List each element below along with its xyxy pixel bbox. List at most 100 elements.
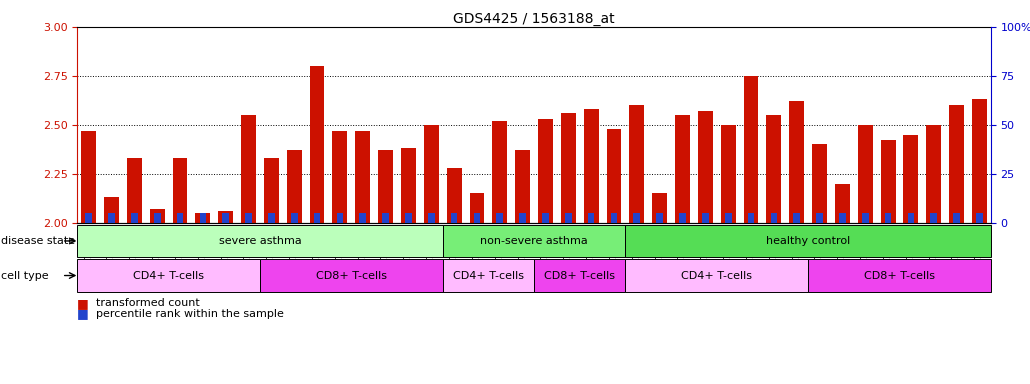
- Bar: [496, 213, 503, 223]
- Bar: [633, 213, 641, 223]
- Bar: [766, 115, 782, 223]
- Bar: [451, 213, 457, 223]
- Bar: [625, 225, 991, 257]
- Bar: [789, 101, 804, 223]
- Bar: [200, 213, 206, 223]
- Bar: [903, 134, 919, 223]
- Bar: [77, 259, 260, 292]
- Bar: [907, 213, 915, 223]
- Bar: [443, 225, 625, 257]
- Bar: [177, 213, 183, 223]
- Bar: [85, 213, 92, 223]
- Bar: [127, 158, 142, 223]
- Text: percentile rank within the sample: percentile rank within the sample: [96, 309, 283, 319]
- Bar: [447, 168, 461, 223]
- Bar: [744, 76, 758, 223]
- Bar: [770, 213, 778, 223]
- Bar: [561, 113, 576, 223]
- Text: ■: ■: [77, 307, 89, 320]
- Text: CD8+ T-cells: CD8+ T-cells: [544, 270, 615, 281]
- Bar: [355, 131, 370, 223]
- Text: severe asthma: severe asthma: [218, 236, 302, 246]
- Bar: [835, 184, 850, 223]
- Bar: [858, 125, 872, 223]
- Bar: [222, 213, 229, 223]
- Bar: [474, 213, 480, 223]
- Bar: [405, 213, 412, 223]
- Text: CD4+ T-cells: CD4+ T-cells: [133, 270, 204, 281]
- Bar: [584, 109, 598, 223]
- Bar: [698, 111, 713, 223]
- Text: non-severe asthma: non-severe asthma: [480, 236, 588, 246]
- Bar: [538, 119, 553, 223]
- Text: ■: ■: [77, 297, 89, 310]
- Bar: [153, 213, 161, 223]
- Bar: [953, 213, 960, 223]
- Bar: [310, 66, 324, 223]
- Text: disease state: disease state: [1, 236, 75, 246]
- Bar: [108, 213, 115, 223]
- Text: CD8+ T-cells: CD8+ T-cells: [316, 270, 387, 281]
- Bar: [972, 99, 987, 223]
- Title: GDS4425 / 1563188_at: GDS4425 / 1563188_at: [453, 12, 615, 26]
- Bar: [173, 158, 187, 223]
- Bar: [104, 197, 118, 223]
- Bar: [260, 259, 443, 292]
- Text: healthy control: healthy control: [766, 236, 850, 246]
- Bar: [268, 213, 275, 223]
- Bar: [629, 105, 644, 223]
- Bar: [424, 125, 439, 223]
- Text: transformed count: transformed count: [96, 298, 200, 308]
- Bar: [816, 213, 823, 223]
- Bar: [862, 213, 868, 223]
- Bar: [241, 115, 256, 223]
- Bar: [812, 144, 827, 223]
- Text: CD4+ T-cells: CD4+ T-cells: [453, 270, 524, 281]
- Bar: [443, 259, 535, 292]
- Bar: [725, 213, 731, 223]
- Text: CD4+ T-cells: CD4+ T-cells: [681, 270, 752, 281]
- Bar: [290, 213, 298, 223]
- Bar: [196, 213, 210, 223]
- Bar: [77, 225, 443, 257]
- Text: CD8+ T-cells: CD8+ T-cells: [864, 270, 935, 281]
- Bar: [333, 131, 347, 223]
- Bar: [519, 213, 526, 223]
- Bar: [881, 141, 895, 223]
- Bar: [839, 213, 846, 223]
- Bar: [131, 213, 138, 223]
- Bar: [286, 150, 302, 223]
- Bar: [427, 213, 435, 223]
- Bar: [702, 213, 709, 223]
- Bar: [535, 259, 625, 292]
- Bar: [81, 131, 96, 223]
- Bar: [492, 121, 507, 223]
- Bar: [885, 213, 891, 223]
- Bar: [470, 194, 484, 223]
- Bar: [245, 213, 252, 223]
- Bar: [611, 213, 617, 223]
- Bar: [218, 211, 233, 223]
- Bar: [652, 194, 667, 223]
- Bar: [378, 150, 393, 223]
- Bar: [926, 125, 941, 223]
- Bar: [748, 213, 754, 223]
- Bar: [721, 125, 735, 223]
- Bar: [401, 148, 416, 223]
- Bar: [809, 259, 991, 292]
- Bar: [793, 213, 800, 223]
- Bar: [565, 213, 572, 223]
- Bar: [314, 213, 320, 223]
- Bar: [264, 158, 279, 223]
- Bar: [675, 115, 690, 223]
- Bar: [542, 213, 549, 223]
- Bar: [607, 129, 621, 223]
- Bar: [625, 259, 809, 292]
- Bar: [382, 213, 389, 223]
- Bar: [337, 213, 343, 223]
- Bar: [656, 213, 663, 223]
- Bar: [930, 213, 937, 223]
- Bar: [950, 105, 964, 223]
- Bar: [359, 213, 366, 223]
- Bar: [515, 150, 530, 223]
